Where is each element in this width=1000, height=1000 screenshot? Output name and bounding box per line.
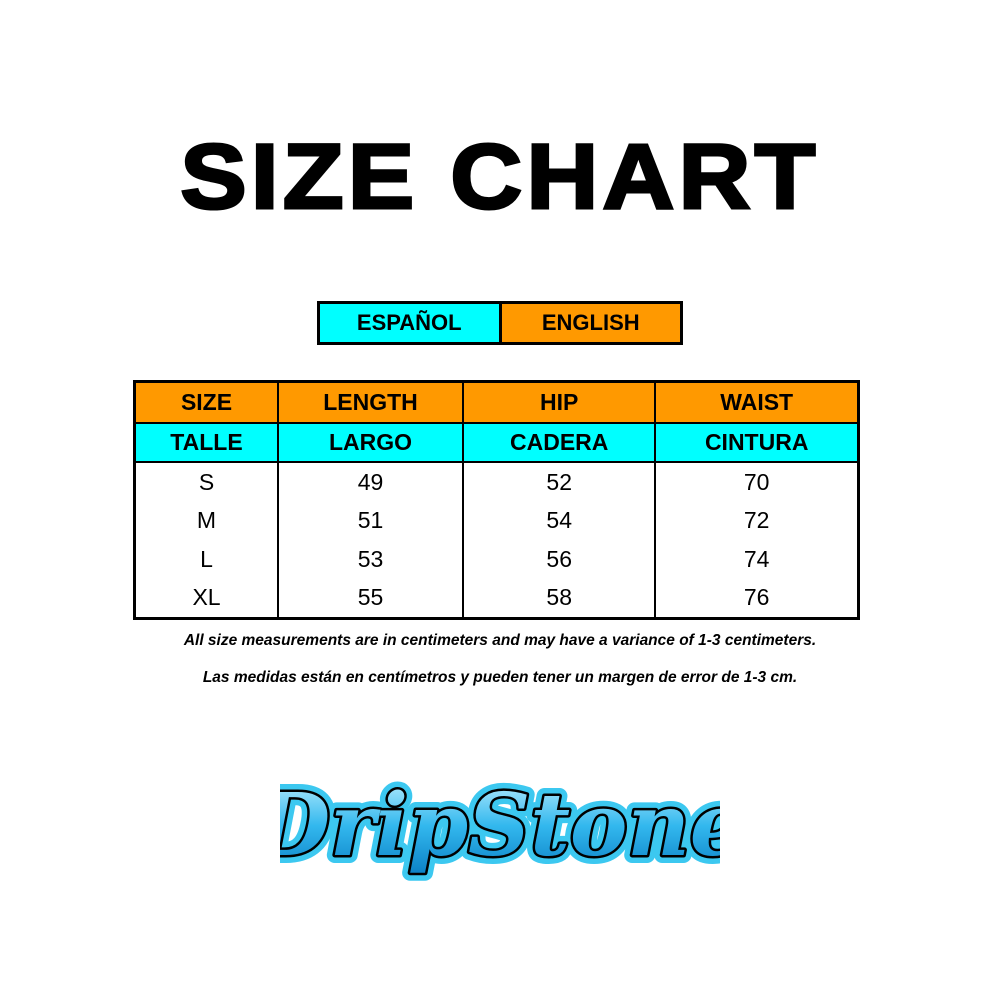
header-hip: HIP — [462, 381, 656, 424]
header-cintura: CINTURA — [654, 423, 859, 463]
header-cadera: CADERA — [462, 423, 656, 463]
language-legend: ESPAÑOL ENGLISH — [317, 301, 683, 345]
logo-text: DripStone — [280, 775, 720, 876]
cell-length: 55 — [277, 578, 464, 619]
cell-length: 51 — [277, 501, 464, 540]
cell-size: M — [196, 507, 217, 534]
cell-size: XL — [192, 584, 221, 611]
logo-outline: DripStone — [280, 775, 720, 876]
header-row-spanish: TALLE LARGO CADERA CINTURA — [134, 423, 859, 463]
cell-hip: 56 — [462, 540, 656, 579]
legend-spanish: ESPAÑOL — [320, 304, 502, 342]
cell-waist: 76 — [654, 578, 859, 619]
cell-hip: 52 — [462, 462, 656, 502]
cell-size: L — [200, 545, 213, 572]
cell-size: S — [198, 468, 215, 495]
header-size: SIZE — [134, 381, 279, 424]
cell-length: 49 — [277, 462, 464, 502]
table-row: S 49 52 70 — [135, 462, 859, 502]
note-english: All size measurements are in centimeters… — [183, 632, 817, 649]
cell-hip: 54 — [462, 501, 656, 540]
table-row: XL 55 58 76 — [135, 578, 859, 619]
size-table: SIZE LENGTH HIP WAIST TALLE LARGO CADERA… — [133, 380, 860, 620]
table-row: L 53 56 74 — [135, 540, 859, 579]
cell-waist: 74 — [654, 540, 859, 579]
header-talle: TALLE — [134, 423, 279, 463]
cell-hip: 58 — [462, 578, 656, 619]
legend-english: ENGLISH — [501, 304, 680, 342]
dripstone-logo: DripStone DripStone — [280, 767, 720, 884]
table-row: M 51 54 72 — [135, 501, 859, 540]
header-waist: WAIST — [654, 381, 859, 424]
cell-waist: 72 — [654, 501, 859, 540]
header-largo: LARGO — [277, 423, 464, 463]
cell-waist: 70 — [654, 462, 859, 502]
cell-length: 53 — [277, 540, 464, 579]
page-title: SIZE CHART — [179, 125, 820, 230]
header-row-english: SIZE LENGTH HIP WAIST — [134, 381, 859, 424]
header-length: LENGTH — [277, 381, 464, 424]
note-spanish: Las medidas están en centímetros y puede… — [202, 669, 798, 686]
